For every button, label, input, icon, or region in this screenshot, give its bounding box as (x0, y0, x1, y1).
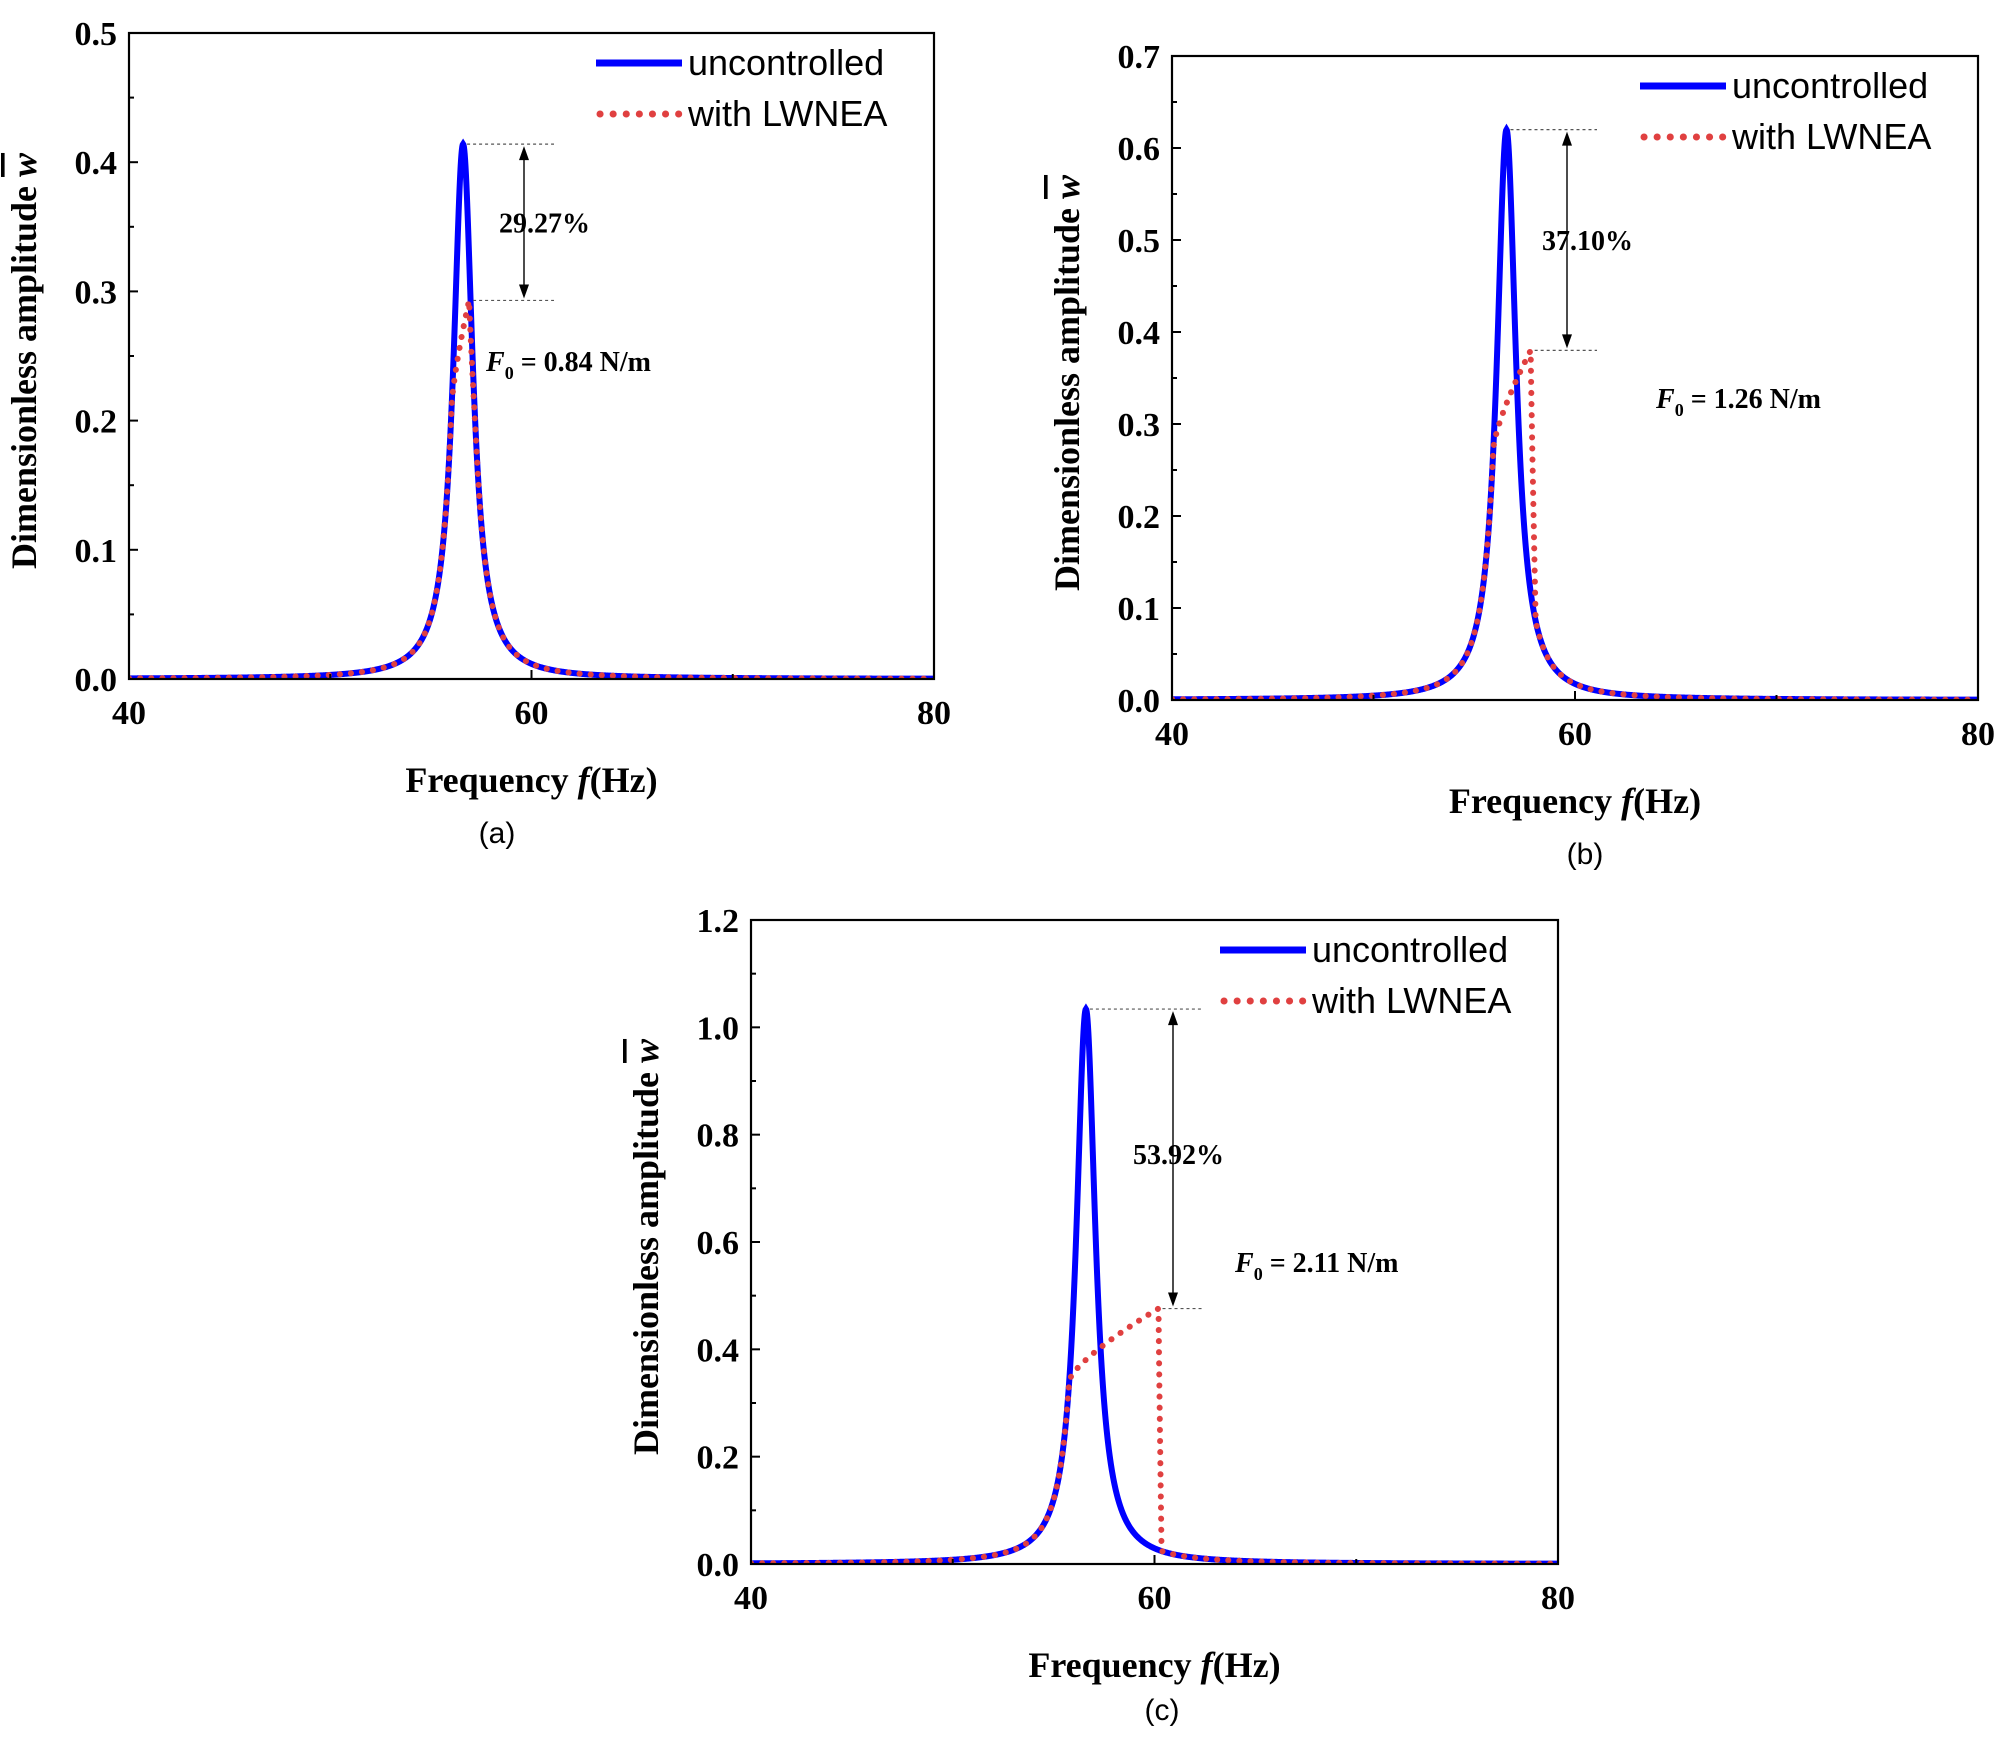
x-tick-label: 60 (1558, 716, 1592, 753)
y-tick-label: 1.0 (697, 1010, 740, 1047)
y-tick-label: 0.1 (75, 533, 118, 570)
y-axis-title: Dimensionless amplitude w (1047, 174, 1087, 591)
x-axis-title: Frequency f(Hz) (405, 760, 657, 800)
y-tick-label: 0.2 (75, 404, 118, 441)
series-with-lwnea (751, 1303, 1558, 1564)
x-axis-title: Frequency f(Hz) (1449, 781, 1701, 821)
reduction-arrow-head-up (1168, 1011, 1178, 1026)
panel-sublabel: (b) (1567, 838, 1604, 871)
reduction-arrow-head-up (1562, 131, 1572, 146)
x-tick-label: 80 (1541, 1580, 1575, 1617)
force-amplitude-label: F0 = 1.26 N/m (1655, 384, 1821, 420)
y-tick-label: 0.6 (1118, 131, 1161, 168)
y-tick-label: 0.0 (75, 662, 118, 699)
reduction-percent-label: 53.92% (1133, 1140, 1224, 1171)
series-uncontrolled (1172, 123, 1978, 700)
reduction-arrow-head-up (519, 146, 529, 161)
legend-label-uncontrolled: uncontrolled (1732, 65, 1928, 106)
reduction-arrow-head-down (1168, 1292, 1178, 1307)
legend-label-with-lwnea: with LWNEA (1731, 116, 1931, 157)
panel-sublabel: (a) (479, 817, 516, 850)
x-tick-label: 60 (515, 695, 549, 732)
reduction-percent-label: 29.27% (499, 208, 590, 239)
reduction-arrow-head-down (1562, 334, 1572, 349)
x-axis-title: Frequency f(Hz) (1028, 1645, 1280, 1685)
y-tick-label: 0.2 (1118, 499, 1161, 536)
x-tick-label: 80 (917, 695, 951, 732)
y-tick-label: 0.0 (697, 1547, 740, 1584)
chart-a: 40 60 80 0.0 0.1 0.2 0.3 0.4 0.5 Frequency f(Hz) D… (4, 16, 951, 850)
y-axis-title: Dimensionless amplitude w (4, 152, 44, 569)
legend-label-uncontrolled: uncontrolled (1312, 929, 1508, 970)
chart-c: 40 60 80 0.0 0.2 0.4 0.6 0.8 1.0 1.2 Frequency f(H… (626, 903, 1575, 1727)
series-with-lwnea (1172, 349, 1978, 700)
y-tick-label: 0.5 (75, 16, 118, 53)
y-tick-label: 0.5 (1118, 223, 1161, 260)
legend-label-with-lwnea: with LWNEA (1311, 980, 1511, 1021)
panel-sublabel: (c) (1145, 1694, 1180, 1727)
y-tick-label: 0.8 (697, 1118, 740, 1155)
y-tick-label: 1.2 (697, 903, 740, 940)
y-axis-title: Dimensionless amplitude w (626, 1038, 666, 1455)
force-amplitude-label: F0 = 2.11 N/m (1234, 1248, 1398, 1284)
y-tick-label: 0.4 (1118, 315, 1161, 352)
y-tick-label: 0.0 (1118, 683, 1161, 720)
x-tick-label: 40 (112, 695, 146, 732)
x-tick-label: 80 (1961, 716, 1995, 753)
x-tick-label: 40 (734, 1580, 768, 1617)
reduction-arrow-head-down (519, 284, 529, 299)
y-tick-label: 0.4 (75, 145, 118, 182)
legend-label-uncontrolled: uncontrolled (688, 42, 884, 83)
y-tick-label: 0.7 (1118, 39, 1161, 76)
y-tick-label: 0.6 (697, 1225, 740, 1262)
series-uncontrolled (751, 1003, 1558, 1564)
y-tick-label: 0.3 (75, 274, 118, 311)
force-amplitude-label: F0 = 0.84 N/m (485, 347, 651, 383)
chart-b: 40 60 80 0.0 0.1 0.2 0.3 0.4 0.5 0.6 0.7 Frequency … (1047, 39, 1995, 871)
y-tick-label: 0.1 (1118, 591, 1161, 628)
y-tick-label: 0.4 (697, 1332, 740, 1369)
y-tick-label: 0.2 (697, 1440, 740, 1477)
x-tick-label: 60 (1138, 1580, 1172, 1617)
legend-label-with-lwnea: with LWNEA (687, 93, 887, 134)
x-tick-label: 40 (1155, 716, 1189, 753)
y-tick-label: 0.3 (1118, 407, 1161, 444)
reduction-percent-label: 37.10% (1542, 226, 1633, 257)
